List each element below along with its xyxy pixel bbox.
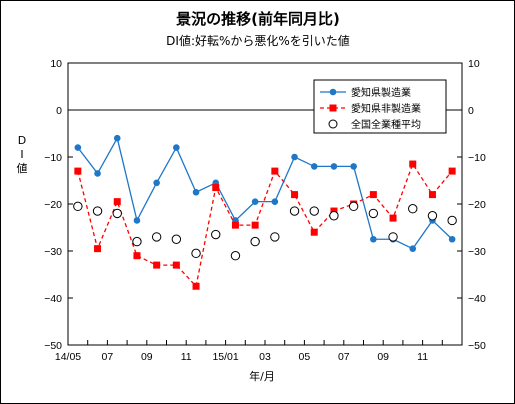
data-point: [310, 163, 318, 170]
y-tick-label-left: −30: [44, 246, 62, 258]
x-tick-label: 11: [181, 351, 192, 363]
data-point: [171, 234, 182, 244]
legend-marker: [329, 104, 337, 112]
x-tick-label: 05: [299, 351, 311, 363]
y-tick-label-right: 10: [468, 58, 480, 70]
data-point: [409, 160, 417, 168]
data-point: [172, 261, 180, 269]
y-tick-label-right: −50: [468, 340, 486, 352]
data-point: [409, 245, 417, 252]
data-point: [369, 191, 377, 199]
chart-subtitle: DI値:好転%から悪化%を引いた値: [166, 33, 350, 48]
data-point: [271, 167, 279, 175]
y-axis-label-char: 値: [17, 162, 28, 175]
x-axis-label: 年/月: [249, 369, 275, 383]
data-point: [94, 170, 101, 177]
data-point: [289, 206, 300, 216]
data-point: [191, 248, 201, 259]
y-tick-label-left: −50: [44, 340, 62, 352]
data-point: [211, 229, 221, 240]
data-point: [370, 235, 377, 243]
y-axis-label-char: I: [20, 148, 23, 161]
data-point: [348, 201, 359, 212]
y-tick-label-right: −20: [468, 199, 486, 211]
y-tick-label-right: 0: [468, 105, 474, 117]
data-point: [368, 208, 379, 219]
data-point: [94, 245, 102, 253]
y-tick-label-right: −40: [468, 293, 486, 305]
data-point: [427, 211, 438, 221]
data-point: [230, 251, 241, 261]
data-point: [291, 191, 299, 199]
data-point: [271, 198, 279, 205]
data-point: [231, 221, 239, 229]
x-tick-label: 07: [102, 351, 114, 363]
data-point: [92, 206, 103, 216]
data-point: [408, 204, 418, 214]
data-point: [448, 235, 456, 243]
data-point: [112, 208, 122, 219]
y-tick-label-left: 10: [50, 58, 62, 70]
y-axis-label: DI値: [17, 134, 28, 175]
chart-title: 景況の推移(前年同月比): [176, 10, 340, 28]
series-layer: [73, 134, 457, 290]
x-tick-label: 03: [259, 351, 271, 363]
data-point: [133, 217, 141, 224]
legend-marker: [329, 88, 337, 96]
x-tick-label: 14/05: [55, 351, 81, 363]
legend-label: 全国全業種平均: [351, 118, 421, 131]
data-point: [153, 261, 161, 269]
x-tick-label: 11: [417, 351, 428, 363]
data-point: [291, 153, 298, 161]
data-point: [330, 163, 338, 170]
data-point: [428, 191, 436, 199]
x-tick-label: 09: [141, 351, 153, 363]
data-point: [309, 206, 319, 216]
y-axis-label-char: D: [18, 134, 26, 147]
data-point: [151, 232, 162, 242]
data-point: [448, 167, 456, 175]
x-tick-label: 09: [377, 351, 389, 363]
data-point: [212, 184, 220, 192]
data-point: [74, 144, 82, 151]
series-2: [73, 201, 457, 261]
data-point: [447, 215, 457, 226]
data-point: [153, 179, 160, 187]
y-tick-label-right: −10: [468, 152, 486, 164]
data-point: [329, 211, 339, 221]
legend-marker: [328, 119, 338, 129]
y-tick-label-left: −10: [44, 152, 62, 164]
data-point: [192, 282, 200, 290]
x-tick-label: 07: [338, 351, 350, 363]
data-point: [113, 134, 121, 142]
data-point: [310, 228, 318, 236]
data-point: [192, 188, 200, 196]
data-point: [388, 232, 398, 242]
data-point: [270, 232, 280, 242]
data-point: [251, 221, 259, 229]
data-point: [132, 236, 142, 247]
y-tick-label-right: −30: [468, 246, 486, 258]
x-tick-label: 15/01: [212, 351, 238, 363]
data-point: [113, 198, 121, 206]
data-point: [173, 144, 180, 151]
data-point: [389, 214, 397, 222]
data-point: [350, 163, 357, 170]
legend-label: 愛知県製造業: [351, 86, 411, 99]
data-point: [250, 236, 260, 247]
legend-label: 愛知県非製造業: [351, 102, 421, 115]
data-point: [133, 252, 141, 260]
y-tick-label-left: −40: [44, 293, 62, 305]
y-tick-label-left: 0: [56, 105, 62, 117]
y-tick-label-left: −20: [44, 199, 62, 211]
data-point: [251, 198, 259, 205]
data-point: [73, 201, 83, 212]
data-point: [74, 167, 82, 175]
axis-ticks: 10 100 0−10 −10−20 −20−30 −30−40 −40−50 −5014/0…: [44, 58, 486, 363]
